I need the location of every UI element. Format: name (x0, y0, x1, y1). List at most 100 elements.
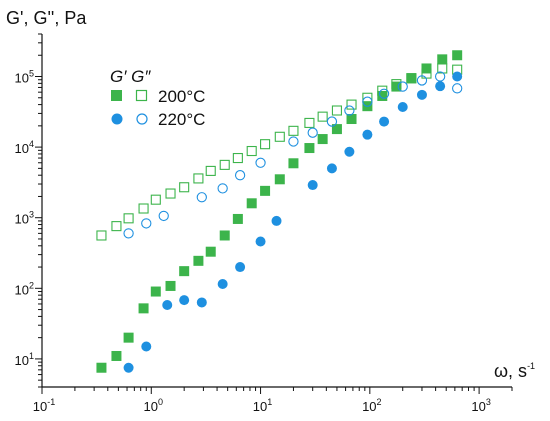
legend-marker-220c-g-prime (111, 113, 123, 125)
x-axis-title: ω, s-1 (494, 361, 535, 381)
data-point (326, 163, 337, 174)
legend-marker-200c-g-prime (111, 90, 122, 101)
data-point (165, 188, 176, 199)
data-point (111, 221, 122, 232)
y-tick-label: 104 (15, 139, 34, 156)
data-point (193, 173, 204, 184)
data-point (123, 362, 134, 373)
data-point (344, 146, 355, 157)
data-point (437, 63, 448, 74)
data-point (307, 180, 318, 191)
data-point (271, 215, 282, 226)
data-point (217, 279, 228, 290)
y-tick-label-exponent: 5 (29, 69, 34, 79)
data-point (219, 230, 230, 241)
data-point (288, 125, 299, 136)
data-point (391, 79, 402, 90)
data-point (397, 81, 408, 92)
x-tick-label: 102 (362, 397, 381, 414)
data-point (304, 143, 315, 154)
data-point (331, 105, 342, 116)
data-points (96, 50, 463, 373)
legend-header: G′ G″ (110, 67, 151, 86)
y-axis-title: G', G'', Pa (6, 8, 87, 28)
data-point (123, 213, 134, 224)
data-point (235, 262, 246, 273)
series-1 (96, 63, 463, 241)
data-point (416, 75, 428, 86)
data-point (234, 170, 246, 181)
x-tick-label-base: 10 (33, 399, 47, 414)
data-point (362, 92, 373, 103)
data-point (96, 362, 107, 373)
data-point (111, 350, 122, 361)
data-point (179, 295, 190, 306)
data-point (452, 71, 463, 82)
x-axis-title-text: ω, s (494, 361, 527, 381)
data-point (416, 89, 427, 100)
legend: G′ G″ 200°C 220°C (110, 67, 205, 129)
x-tick-label-exponent: -1 (47, 397, 55, 407)
data-point (141, 218, 152, 229)
data-point (260, 139, 271, 150)
data-point (317, 111, 328, 122)
data-point (232, 152, 243, 164)
plot-frame (41, 34, 512, 388)
y-tick-label: 101 (15, 351, 34, 368)
y-tick-label-exponent: 4 (29, 139, 34, 149)
y-tick-label-base: 10 (15, 212, 29, 227)
y-tick-label-base: 10 (15, 141, 29, 156)
data-point (162, 300, 173, 311)
x-tick-label-base: 10 (362, 399, 376, 414)
data-point (196, 297, 207, 308)
y-tick-label: 103 (15, 210, 34, 227)
data-point (246, 198, 257, 209)
data-point (421, 63, 432, 74)
data-point (219, 159, 230, 170)
y-tick-label-base: 10 (15, 282, 29, 297)
data-point (274, 131, 285, 142)
data-point (346, 114, 357, 125)
x-tick-label-base: 10 (253, 399, 267, 414)
data-point (205, 246, 216, 257)
data-point (123, 332, 134, 343)
data-point (246, 145, 257, 157)
data-point (138, 303, 149, 314)
x-tick-label: 10-1 (33, 397, 55, 414)
legend-marker-200c-g-double-prime (135, 89, 148, 102)
x-axis-title-exponent: -1 (527, 361, 535, 371)
series-0 (96, 50, 463, 373)
data-point (377, 85, 388, 96)
data-point (452, 83, 463, 94)
y-tick-label-base: 10 (15, 353, 29, 368)
x-tick-label: 100 (144, 397, 163, 414)
data-point (150, 286, 161, 297)
x-tick-label-exponent: 3 (486, 397, 491, 407)
data-point (397, 101, 408, 112)
data-point (123, 228, 134, 239)
data-point (288, 136, 299, 147)
y-tick-label-exponent: 1 (29, 351, 34, 361)
data-point (255, 236, 266, 247)
data-point (196, 192, 207, 203)
data-point (165, 280, 176, 291)
data-point (304, 117, 315, 128)
data-point (150, 194, 161, 205)
data-point (274, 174, 285, 185)
data-point (158, 210, 169, 222)
x-tick-label: 103 (471, 397, 490, 414)
data-point (377, 90, 388, 101)
data-point (406, 73, 417, 84)
data-point (362, 129, 373, 140)
data-point (193, 255, 204, 266)
data-point (307, 127, 318, 138)
y-tick-label-exponent: 2 (29, 280, 34, 290)
data-point (344, 105, 355, 116)
legend-label-200c: 200°C (158, 87, 205, 106)
data-point (437, 54, 448, 65)
data-point (346, 99, 357, 110)
data-point (179, 266, 190, 277)
series-3 (123, 71, 463, 239)
data-point (378, 88, 390, 99)
x-tick-label-exponent: 0 (158, 397, 163, 407)
